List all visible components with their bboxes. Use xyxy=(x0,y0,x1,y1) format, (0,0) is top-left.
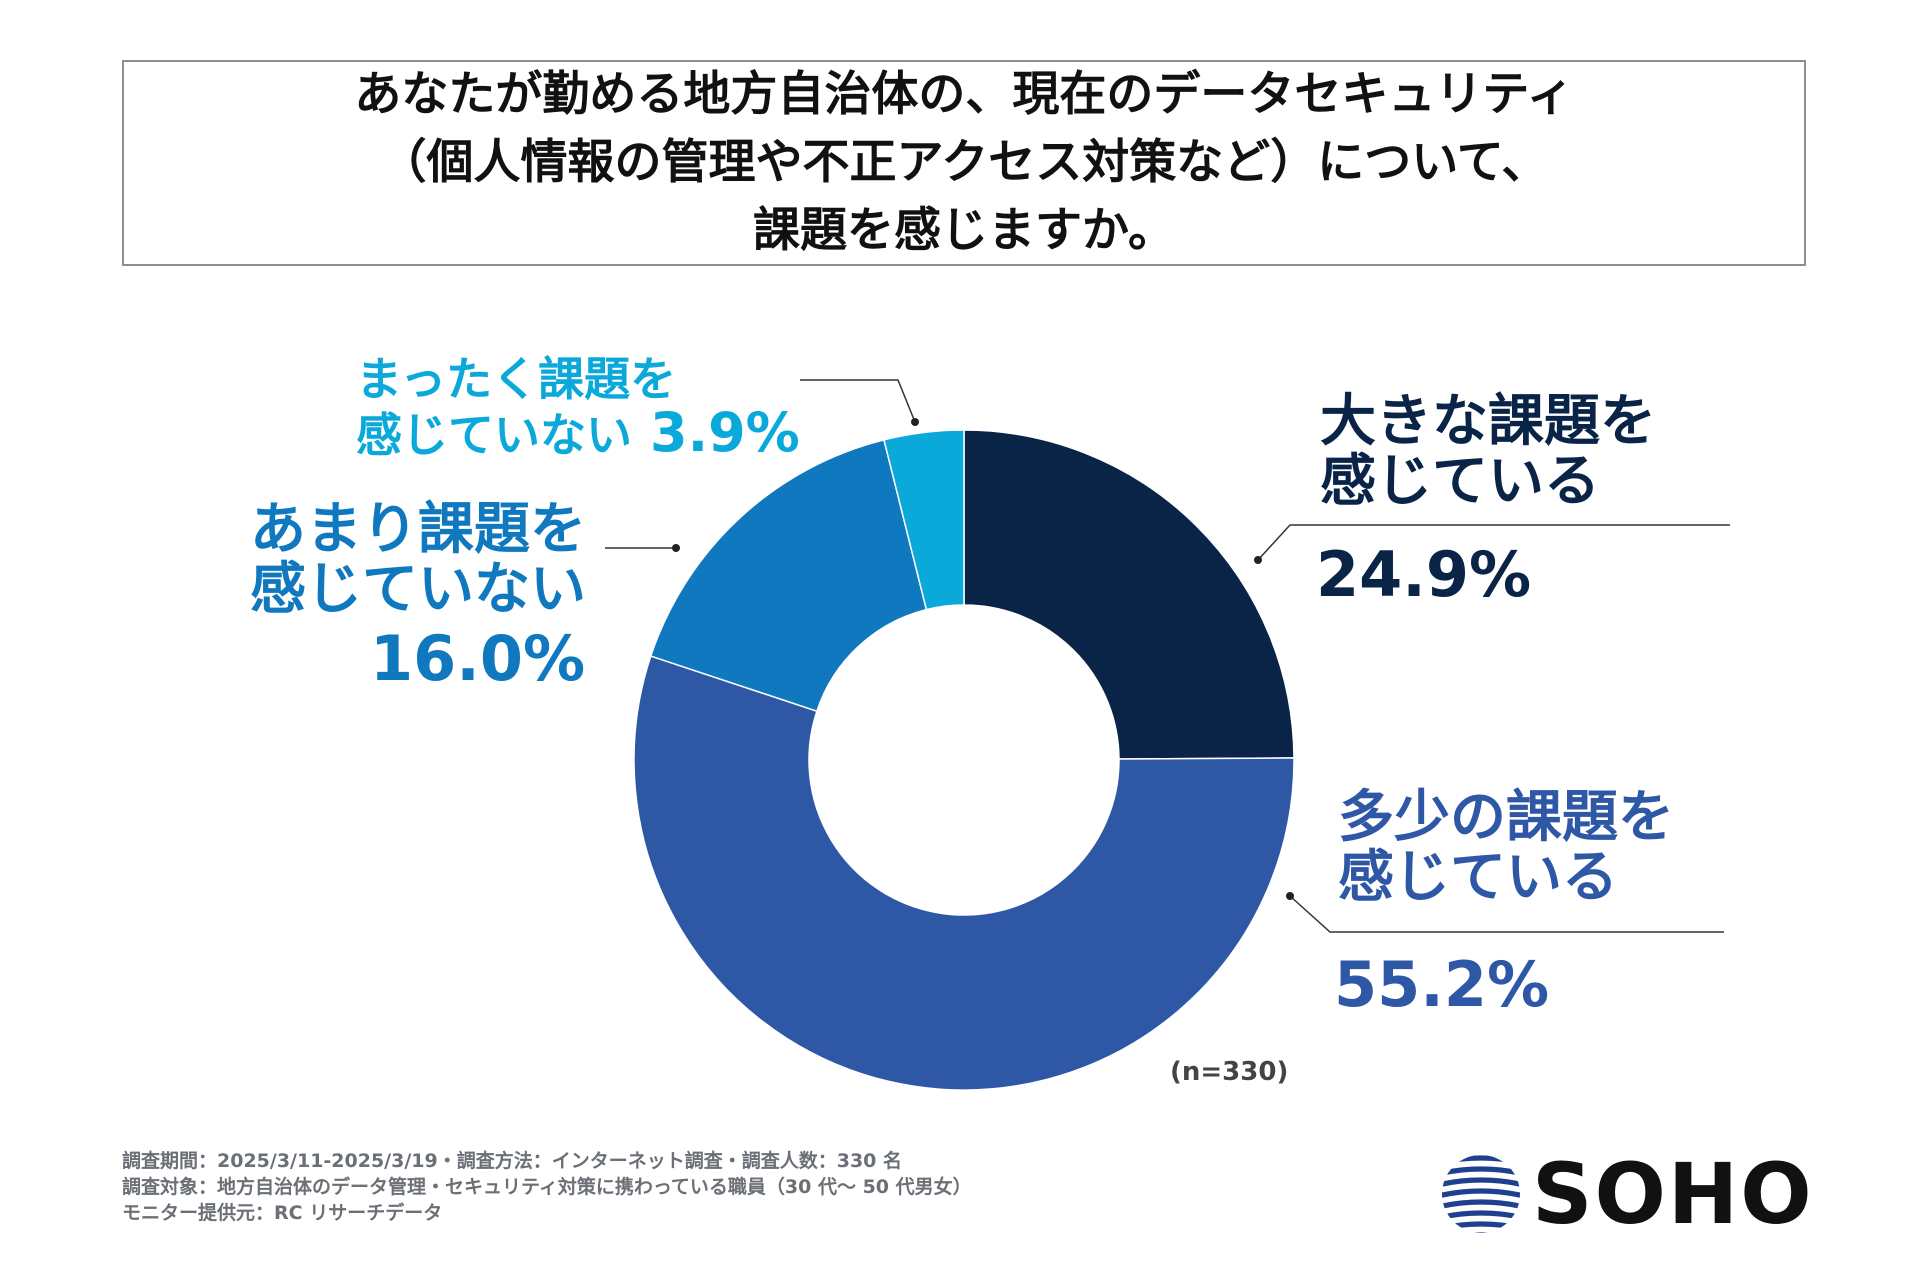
value-some: 55.2% xyxy=(1334,948,1550,1021)
leader-line-some xyxy=(1289,895,1724,933)
label-not-much-line1: あまり課題を xyxy=(250,497,586,562)
leader-line-large xyxy=(1257,524,1730,561)
slice-none xyxy=(883,429,965,611)
sample-size-note: (n=330) xyxy=(1170,1057,1289,1087)
soho-logo: SOHO xyxy=(1440,1145,1814,1243)
logo-text: SOHO xyxy=(1532,1145,1814,1243)
value-large: 24.9% xyxy=(1316,538,1532,611)
label-not-much: あまり課題を 感じていない xyxy=(250,500,586,620)
label-not-much-line2: 感じていない xyxy=(250,557,586,622)
leader-dot-none xyxy=(911,418,919,426)
footer-line-2: 調査対象：地方自治体のデータ管理・セキュリティ対策に携わっている職員（30 代〜… xyxy=(122,1176,972,1198)
label-large-line1: 大きな課題を xyxy=(1320,389,1656,454)
leader-dot-some xyxy=(1286,892,1294,900)
label-large: 大きな課題を 感じている xyxy=(1320,392,1656,512)
label-some-line1: 多少の課題を xyxy=(1338,785,1674,850)
title-line-1: あなたが勤める地方自治体の、現在のデータセキュリティ xyxy=(354,67,1574,122)
footer-line-3: モニター提供元：RC リサーチデータ xyxy=(122,1202,443,1224)
label-some: 多少の課題を 感じている xyxy=(1338,788,1674,908)
label-none-line2: 感じていない xyxy=(356,408,632,462)
value-not-much: 16.0% xyxy=(370,622,586,695)
label-large-line2: 感じている xyxy=(1320,449,1600,514)
leader-dot-not-much xyxy=(672,544,680,552)
leader-line-none xyxy=(800,379,916,423)
leader-dot-large xyxy=(1254,556,1262,564)
striped-globe-icon xyxy=(1442,1155,1520,1233)
label-none: まったく課題を 感じていない 3.9% xyxy=(356,352,800,462)
footer-line-1: 調査期間：2025/3/11-2025/3/19・調査方法：インターネット調査・… xyxy=(122,1150,903,1172)
slice-not-much xyxy=(649,438,928,713)
label-none-line1: まったく課題を xyxy=(356,352,677,406)
title-line-3: 課題を感じますか。 xyxy=(752,203,1176,258)
slice-large xyxy=(963,429,1295,760)
survey-footer: 調査期間：2025/3/11-2025/3/19・調査方法：インターネット調査・… xyxy=(122,1148,972,1226)
slice-some xyxy=(633,655,1295,1091)
value-none: 3.9% xyxy=(650,401,800,464)
title-box: あなたが勤める地方自治体の、現在のデータセキュリティ （個人情報の管理や不正アク… xyxy=(122,60,1806,266)
label-some-line2: 感じている xyxy=(1338,845,1618,910)
title-line-2: （個人情報の管理や不正アクセス対策など）について、 xyxy=(379,135,1549,190)
